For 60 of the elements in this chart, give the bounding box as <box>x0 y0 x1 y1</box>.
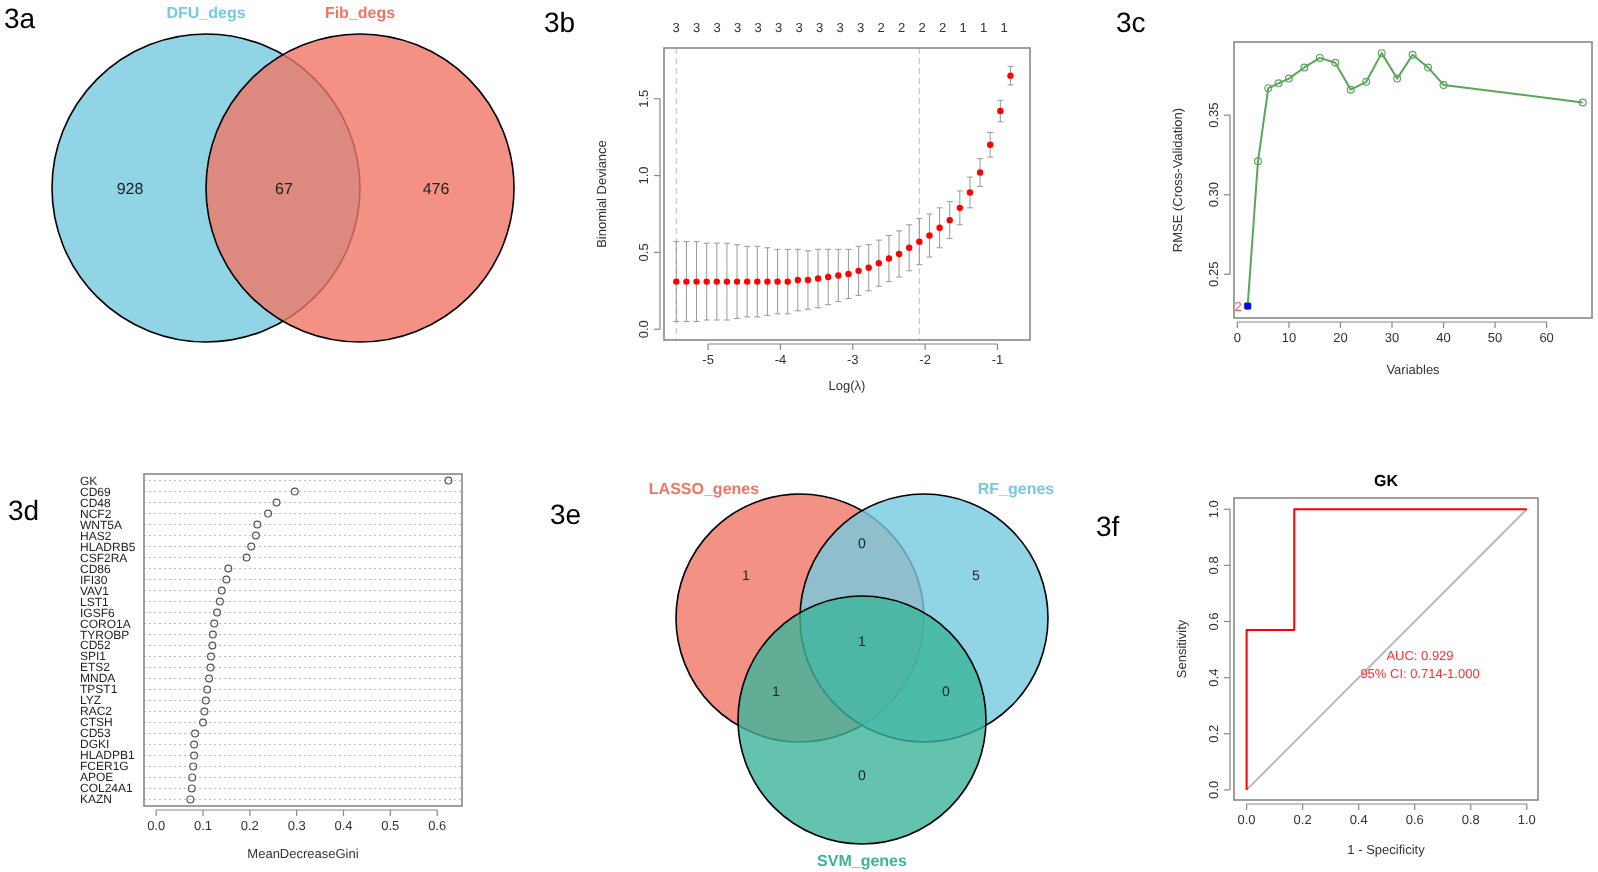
point <box>199 718 208 727</box>
point <box>1346 85 1355 94</box>
category-label: SVM_genes <box>817 852 909 870</box>
point <box>213 608 222 617</box>
point <box>253 520 262 529</box>
point <box>190 740 199 749</box>
point <box>191 729 200 738</box>
text: 3d <box>8 494 40 526</box>
point <box>1424 63 1433 72</box>
point <box>1393 74 1402 83</box>
point <box>205 674 214 683</box>
point <box>201 696 210 705</box>
point <box>203 685 212 694</box>
point <box>1253 157 1262 166</box>
category-label: LASSO_genes <box>648 480 761 498</box>
text: 928 <box>116 180 145 198</box>
point <box>215 597 224 606</box>
point <box>206 663 215 672</box>
point <box>1264 84 1273 93</box>
point <box>1408 50 1417 59</box>
point <box>1578 98 1587 107</box>
point <box>1377 49 1386 58</box>
text: 3b <box>544 6 576 38</box>
point <box>1315 53 1324 62</box>
point <box>1300 63 1309 72</box>
point <box>222 575 231 584</box>
text: 67 <box>275 180 294 198</box>
point <box>1284 74 1293 83</box>
category-label: RF_genes <box>977 480 1056 498</box>
text: 476 <box>422 180 451 198</box>
point <box>290 487 299 496</box>
point <box>217 586 226 595</box>
point <box>187 784 196 793</box>
point <box>208 630 217 639</box>
point <box>206 652 215 661</box>
point <box>272 498 281 507</box>
text: 3e <box>550 498 582 530</box>
point <box>242 553 251 562</box>
point <box>186 795 195 804</box>
point <box>200 707 209 716</box>
chart-title: GK <box>1374 472 1399 490</box>
category-label: Fib_degs <box>324 4 397 22</box>
point <box>190 751 199 760</box>
point <box>224 564 233 573</box>
point <box>210 619 219 628</box>
point <box>444 476 453 485</box>
text: 3f <box>1096 510 1120 542</box>
text: 3c <box>1116 6 1146 38</box>
point <box>189 762 198 771</box>
point <box>264 509 273 518</box>
point <box>1274 79 1283 88</box>
text: 3a <box>4 2 36 34</box>
point <box>188 773 197 782</box>
category-label: DFU_degs <box>166 4 247 22</box>
point <box>208 641 217 650</box>
point <box>1362 77 1371 86</box>
point <box>1439 80 1448 89</box>
point <box>251 531 260 540</box>
point <box>1331 58 1340 67</box>
point <box>247 542 256 551</box>
